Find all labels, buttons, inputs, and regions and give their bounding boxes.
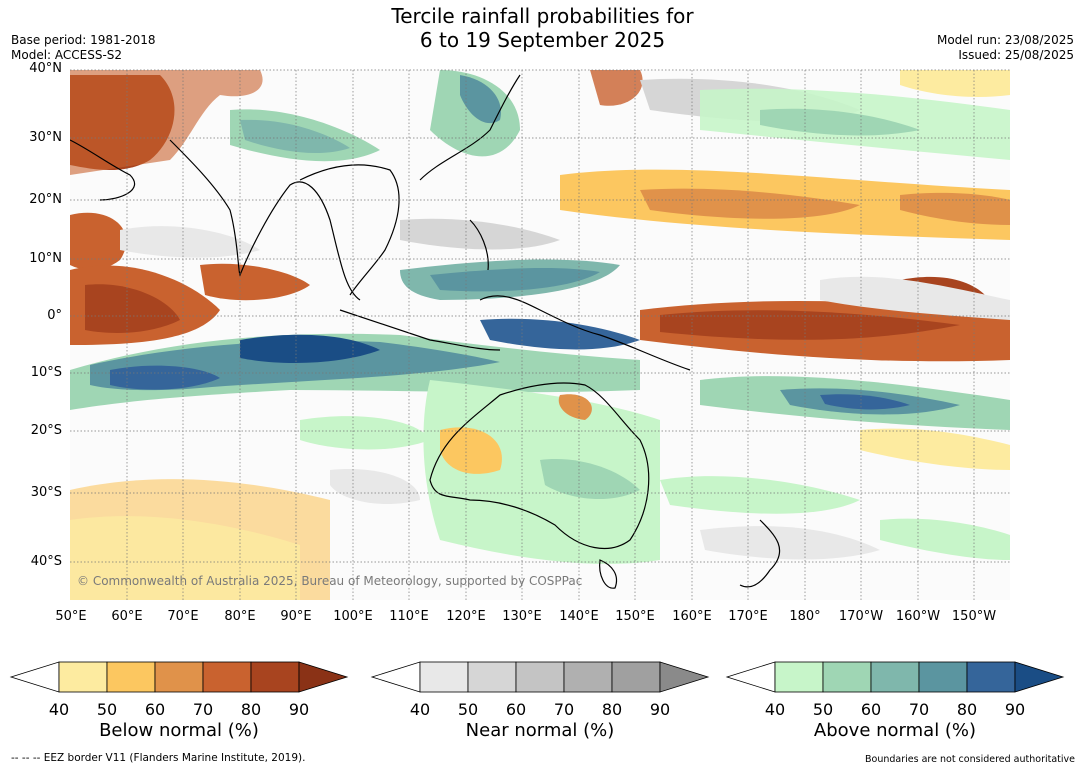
lat-label-20n: 20°N [29, 192, 62, 207]
lon-label-70e: 70°E [167, 609, 199, 624]
cb-below-tick-80: 80 [240, 700, 262, 719]
cb-above-tick-50: 50 [812, 700, 834, 719]
lon-label-150e: 150°E [615, 609, 655, 624]
colorbar-near-normal [370, 661, 710, 693]
eez-note: -- -- -- EEZ border V11 (Flanders Marine… [11, 752, 306, 764]
cb-below-tick-60: 60 [144, 700, 166, 719]
cb-below-tick-70: 70 [192, 700, 214, 719]
cb-below-tick-50: 50 [96, 700, 118, 719]
issued-date: Issued: 25/08/2025 [958, 48, 1074, 62]
colorbar-near-title: Near normal (%) [465, 720, 615, 741]
map-title: Tercile rainfall probabilities for 6 to … [0, 4, 1085, 52]
lon-label-110e: 110°E [389, 609, 429, 624]
lon-label-90e: 90°E [280, 609, 312, 624]
cb-near-tick-90: 90 [649, 700, 671, 719]
base-period: Base period: 1981-2018 [11, 33, 156, 47]
cb-above-tick-60: 60 [860, 700, 882, 719]
cb-near-tick-60: 60 [505, 700, 527, 719]
lon-label-80e: 80°E [224, 609, 256, 624]
lon-label-50e: 50°E [55, 609, 87, 624]
lon-label-160w: 160°W [895, 609, 941, 624]
lon-label-130e: 130°E [502, 609, 542, 624]
lat-label-10n: 10°N [29, 251, 62, 266]
lon-label-60e: 60°E [111, 609, 143, 624]
lon-label-150w: 150°W [951, 609, 997, 624]
lat-label-equator: 0° [47, 308, 62, 323]
lon-label-120e: 120°E [446, 609, 486, 624]
lon-label-140e: 140°E [559, 609, 599, 624]
cb-below-tick-40: 40 [48, 700, 70, 719]
cb-near-tick-50: 50 [457, 700, 479, 719]
title-line-1: Tercile rainfall probabilities for [391, 4, 694, 28]
model-run: Model run: 23/08/2025 [936, 33, 1074, 47]
boundaries-note: Boundaries are not considered authoritat… [865, 754, 1075, 765]
cb-below-tick-90: 90 [288, 700, 310, 719]
cb-near-tick-40: 40 [409, 700, 431, 719]
map-field [70, 70, 1010, 600]
colorbar-above-normal [725, 661, 1065, 693]
meta-left: Base period: 1981-2018 Model: ACCESS-S2 [11, 33, 156, 63]
colorbar-below-title: Below normal (%) [99, 720, 259, 741]
lat-label-40n: 40°N [29, 61, 62, 76]
lon-label-160e: 160°E [672, 609, 712, 624]
cb-above-tick-80: 80 [956, 700, 978, 719]
map-grid [70, 69, 1010, 600]
lon-label-170w: 170°W [838, 609, 884, 624]
lon-label-180: 180° [789, 609, 821, 624]
title-line-2: 6 to 19 September 2025 [419, 28, 666, 52]
cb-near-tick-80: 80 [601, 700, 623, 719]
lat-label-10s: 10°S [30, 365, 62, 380]
lat-label-30s: 30°S [30, 485, 62, 500]
colorbar-above-title: Above normal (%) [813, 720, 977, 741]
cb-above-tick-70: 70 [908, 700, 930, 719]
copyright-watermark: © Commonwealth of Australia 2025, Bureau… [77, 574, 583, 588]
lon-label-100e: 100°E [333, 609, 373, 624]
coastlines [70, 74, 781, 589]
lat-label-30n: 30°N [29, 130, 62, 145]
cb-near-tick-70: 70 [553, 700, 575, 719]
lon-label-170e: 170°E [728, 609, 768, 624]
lat-label-40s: 40°S [30, 554, 62, 569]
cb-above-tick-90: 90 [1004, 700, 1026, 719]
model-name: Model: ACCESS-S2 [11, 48, 123, 62]
cb-above-tick-40: 40 [764, 700, 786, 719]
lat-label-20s: 20°S [30, 423, 62, 438]
meta-right: Model run: 23/08/2025 Issued: 25/08/2025 [937, 33, 1074, 63]
colorbar-below-normal [9, 661, 349, 693]
